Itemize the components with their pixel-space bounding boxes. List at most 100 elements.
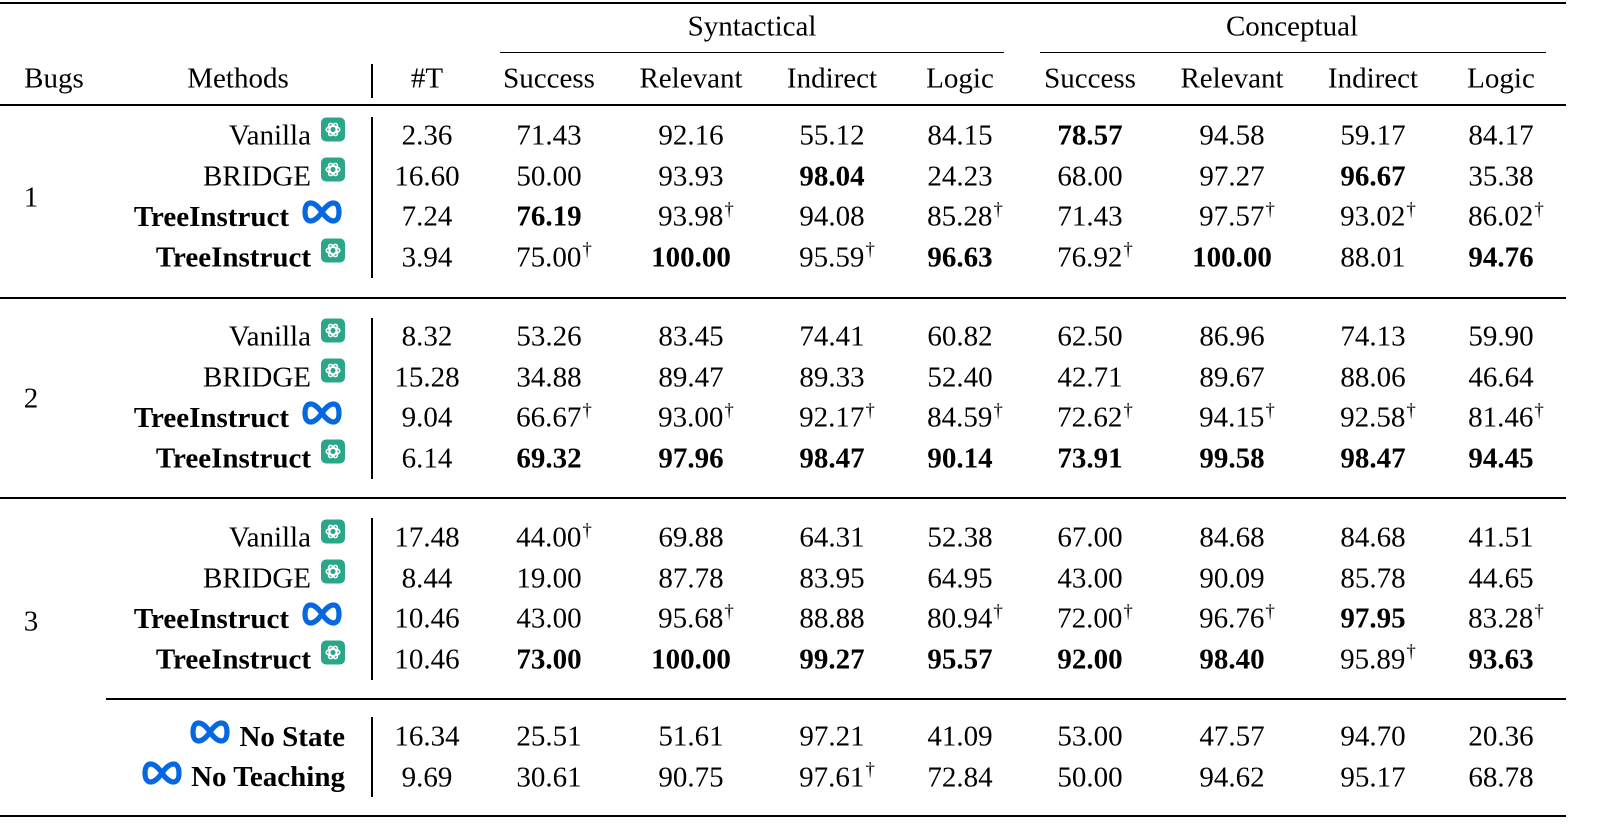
metric-cell: 76.19 bbox=[516, 200, 582, 233]
method-cell: Vanilla bbox=[228, 519, 345, 554]
metric-cell: 41.51 bbox=[1468, 521, 1534, 554]
metric-cell: 84.15 bbox=[927, 119, 993, 152]
openai-logo-icon bbox=[321, 358, 345, 383]
metric-cell: 84.17 bbox=[1468, 119, 1534, 152]
method-cell: TreeInstruct bbox=[134, 601, 345, 637]
metric-cell: 19.00 bbox=[516, 562, 582, 594]
metric-cell: 94.62 bbox=[1199, 761, 1265, 793]
metric-cell: 44.00† bbox=[516, 520, 592, 554]
metric-cell: 84.68 bbox=[1199, 521, 1265, 554]
metric-cell: 83.45 bbox=[658, 320, 724, 353]
metric-cell: 85.78 bbox=[1340, 562, 1406, 594]
metric-cell: 73.91 bbox=[1057, 442, 1123, 474]
method-divider-2 bbox=[371, 518, 373, 680]
t-header: #T bbox=[410, 62, 444, 95]
method-cell: TreeInstruct bbox=[134, 199, 345, 235]
metric-cell: 52.40 bbox=[927, 361, 993, 393]
metric-cell: 88.06 bbox=[1340, 361, 1406, 393]
method-divider-1 bbox=[371, 318, 373, 479]
meta-logo-icon bbox=[299, 599, 345, 635]
openai-logo-icon bbox=[321, 117, 345, 141]
metric-cell: 80.94† bbox=[927, 601, 1003, 635]
dagger-mark: † bbox=[724, 601, 734, 623]
metric-cell: 96.63 bbox=[927, 241, 993, 273]
header-divider bbox=[371, 64, 373, 98]
metric-cell: 84.68 bbox=[1340, 521, 1406, 554]
dagger-mark: † bbox=[865, 759, 875, 781]
method-name: Vanilla bbox=[228, 119, 311, 152]
metric-cell: 95.57 bbox=[927, 643, 993, 675]
header-rule bbox=[0, 104, 1566, 106]
meta-logo-icon bbox=[187, 717, 233, 753]
metric-cell: 89.47 bbox=[658, 361, 724, 393]
metric-cell: 90.14 bbox=[927, 442, 993, 474]
metric-cell: 24.23 bbox=[927, 160, 993, 192]
metric-cell: 81.46† bbox=[1468, 400, 1544, 434]
methods-header: Methods bbox=[187, 62, 289, 95]
metric-cell: 51.61 bbox=[658, 720, 724, 753]
metric-header-4: Success bbox=[1044, 62, 1136, 95]
metric-cell: 34.88 bbox=[516, 361, 582, 393]
metric-cell: 86.02† bbox=[1468, 199, 1544, 233]
dagger-mark: † bbox=[993, 199, 1003, 221]
dagger-mark: † bbox=[582, 400, 592, 422]
metric-cell: 87.78 bbox=[658, 562, 724, 594]
metric-cell: 41.09 bbox=[927, 720, 993, 753]
metric-header-3: Logic bbox=[926, 62, 994, 95]
openai-logo-icon bbox=[321, 519, 345, 543]
metric-cell: 75.00† bbox=[516, 239, 592, 273]
dagger-mark: † bbox=[1406, 641, 1416, 663]
turns-cell: 10.46 bbox=[394, 602, 460, 635]
method-name: Vanilla bbox=[228, 521, 311, 554]
meta-logo-icon bbox=[139, 758, 185, 794]
bugs-header: Bugs bbox=[24, 62, 84, 95]
openai-logo-icon bbox=[321, 439, 345, 464]
metric-cell: 47.57 bbox=[1199, 720, 1265, 753]
dagger-mark: † bbox=[1406, 199, 1416, 221]
metric-cell: 25.51 bbox=[516, 720, 582, 753]
metric-cell: 100.00 bbox=[651, 241, 731, 273]
group-1-rule bbox=[0, 297, 1566, 299]
metric-cell: 95.89† bbox=[1340, 641, 1416, 675]
metric-cell: 72.84 bbox=[927, 761, 993, 793]
metric-cell: 97.57† bbox=[1199, 199, 1275, 233]
conceptual-underline bbox=[1040, 52, 1546, 54]
metric-cell: 97.21 bbox=[799, 720, 865, 753]
method-cell: BRIDGE bbox=[203, 157, 345, 192]
metric-cell: 68.78 bbox=[1468, 761, 1534, 793]
metric-cell: 93.98† bbox=[658, 199, 734, 233]
openai-logo-icon bbox=[321, 157, 345, 182]
metric-cell: 95.59† bbox=[799, 239, 875, 273]
metric-header-5: Relevant bbox=[1180, 62, 1284, 95]
turns-cell: 8.44 bbox=[401, 562, 453, 594]
metric-cell: 46.64 bbox=[1468, 361, 1534, 393]
method-name: BRIDGE bbox=[203, 160, 311, 192]
method-divider-0 bbox=[371, 117, 373, 278]
method-cell: No State bbox=[187, 719, 345, 755]
metric-cell: 88.88 bbox=[799, 602, 865, 635]
bug-label-2: 2 bbox=[23, 382, 39, 415]
metric-header-7: Logic bbox=[1467, 62, 1535, 95]
method-name: TreeInstruct bbox=[133, 401, 289, 434]
method-name: TreeInstruct bbox=[155, 241, 311, 273]
metric-cell: 55.12 bbox=[799, 119, 865, 152]
metric-cell: 88.01 bbox=[1340, 241, 1406, 273]
turns-cell: 8.32 bbox=[401, 320, 453, 353]
turns-cell: 9.04 bbox=[401, 401, 453, 434]
method-name: No State bbox=[239, 720, 345, 753]
metric-cell: 43.00 bbox=[1057, 562, 1123, 594]
metric-header-0: Success bbox=[503, 62, 595, 95]
metric-cell: 53.00 bbox=[1057, 720, 1123, 753]
metric-cell: 60.82 bbox=[927, 320, 993, 353]
metric-cell: 96.67 bbox=[1340, 160, 1406, 192]
method-cell: BRIDGE bbox=[203, 358, 345, 392]
metric-cell: 97.95 bbox=[1340, 602, 1406, 635]
metric-cell: 90.09 bbox=[1199, 562, 1265, 594]
metric-cell: 64.95 bbox=[927, 562, 993, 594]
method-cell: TreeInstruct bbox=[156, 439, 345, 473]
metric-cell: 86.96 bbox=[1199, 320, 1265, 353]
metric-cell: 93.00† bbox=[658, 400, 734, 434]
openai-logo-icon bbox=[321, 559, 345, 584]
method-cell: Vanilla bbox=[229, 318, 345, 352]
